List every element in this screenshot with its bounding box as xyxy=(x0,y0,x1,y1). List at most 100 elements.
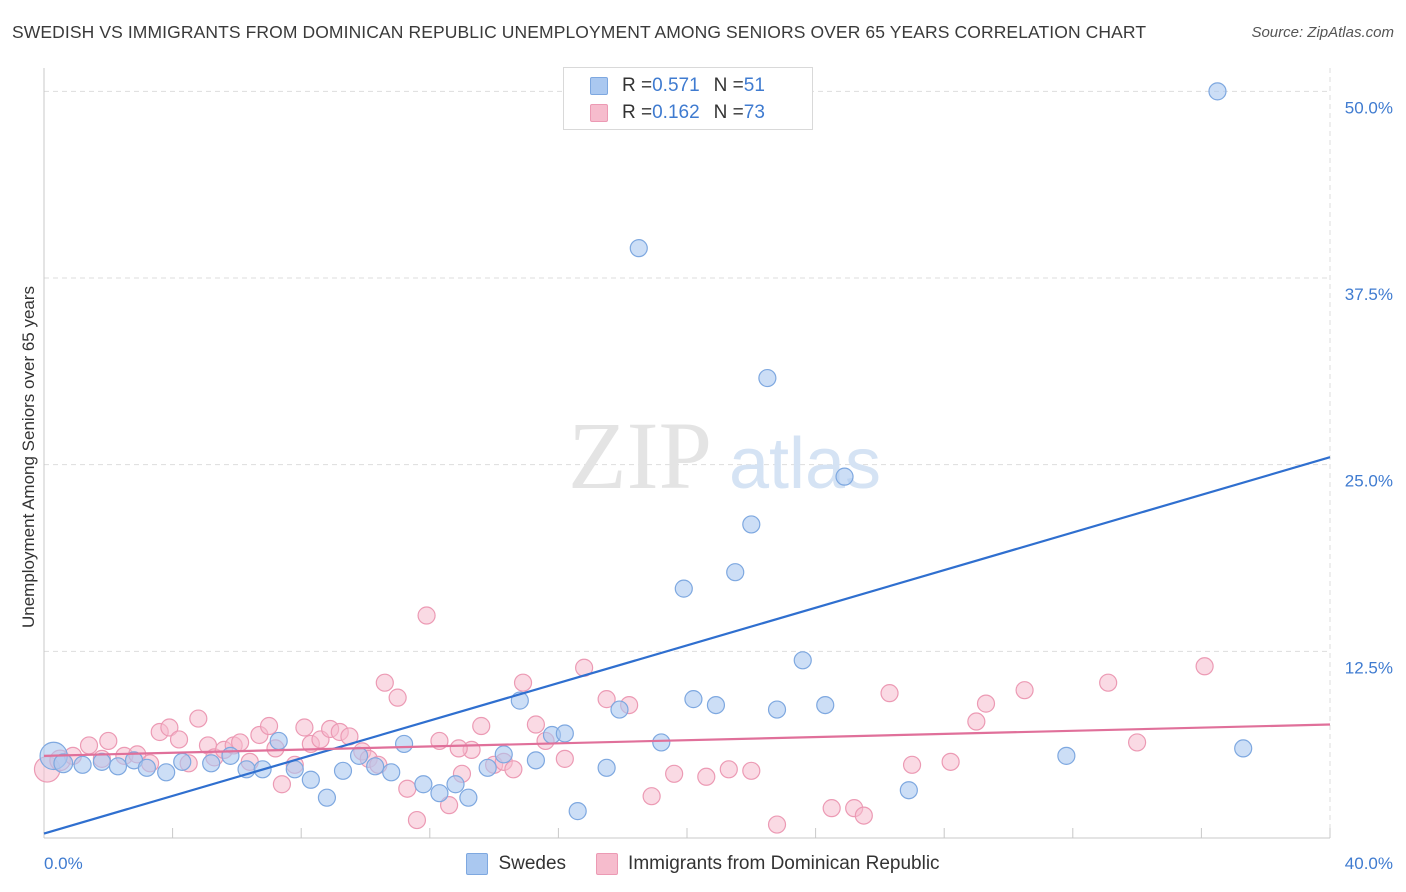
data-point-dominican xyxy=(417,606,436,625)
legend-swatch-swedes xyxy=(466,853,489,875)
data-point-swede xyxy=(652,733,671,752)
chart-title: SWEDISH VS IMMIGRANTS FROM DOMINICAN REP… xyxy=(12,22,1147,42)
data-point-dominican xyxy=(388,688,407,707)
data-point-dominican xyxy=(79,736,99,755)
series-dominican-points xyxy=(33,606,1214,834)
data-point-swede xyxy=(333,761,353,780)
data-point-swede xyxy=(478,758,497,777)
data-point-dominican xyxy=(513,673,533,692)
legend-r-label: R = xyxy=(622,102,653,123)
legend-n-label: N = xyxy=(713,102,744,123)
data-point-swede xyxy=(317,788,337,807)
x-tick-label: 40.0% xyxy=(1345,854,1393,873)
data-point-swede xyxy=(597,758,616,777)
data-point-swede xyxy=(414,775,433,794)
data-point-swede xyxy=(610,700,629,719)
data-point-dominican xyxy=(767,815,787,834)
data-point-dominican xyxy=(1099,673,1118,692)
data-point-swede xyxy=(137,758,156,777)
data-point-dominican xyxy=(272,775,292,794)
trendline-dominican xyxy=(43,723,1331,757)
data-point-dominican xyxy=(822,799,841,818)
legend-label-swedes: Swedes xyxy=(498,853,567,874)
y-tick-label: 50.0% xyxy=(1345,98,1393,117)
data-point-dominican xyxy=(407,810,427,830)
data-point-swede xyxy=(899,781,918,800)
data-point-swede xyxy=(629,239,648,258)
data-point-dominican xyxy=(902,755,922,774)
data-point-dominican xyxy=(99,731,118,751)
data-point-swede xyxy=(366,757,385,776)
data-point-swede xyxy=(382,763,401,782)
data-point-swede xyxy=(53,753,74,774)
data-point-dominican xyxy=(742,761,761,780)
data-point-swede xyxy=(726,563,745,582)
data-point-dominican xyxy=(169,730,189,749)
data-point-dominican xyxy=(189,709,208,728)
data-point-dominican xyxy=(854,806,873,825)
data-point-swede xyxy=(1057,746,1076,765)
data-point-dominican xyxy=(1195,657,1214,676)
data-point-dominican xyxy=(967,712,986,731)
data-point-dominican xyxy=(642,787,661,806)
data-point-swede xyxy=(706,695,726,715)
data-point-swede xyxy=(767,700,787,719)
data-point-swede xyxy=(394,734,414,754)
data-point-swede xyxy=(459,788,478,807)
data-point-swede xyxy=(526,751,545,770)
data-point-swede xyxy=(793,651,812,670)
data-point-dominican xyxy=(941,752,960,771)
data-point-swede xyxy=(157,763,176,782)
data-point-swede xyxy=(758,368,777,388)
data-point-swede xyxy=(446,775,465,794)
series-swedes-points xyxy=(39,82,1253,821)
data-point-dominican xyxy=(526,715,545,734)
data-point-swede xyxy=(1234,739,1253,758)
data-point-swede xyxy=(742,515,761,534)
legend-n-label: N = xyxy=(713,75,744,96)
y-tick-label: 37.5% xyxy=(1345,285,1393,304)
data-point-dominican xyxy=(719,760,738,779)
data-point-swede xyxy=(285,760,304,779)
data-point-swede xyxy=(816,695,835,715)
source-label: Source: ZipAtlas.com xyxy=(1251,24,1394,41)
data-point-swede xyxy=(73,755,92,774)
data-point-swede xyxy=(674,579,693,598)
legend-r-value: 0.162 xyxy=(652,102,700,123)
legend-item-swedes: Swedes xyxy=(466,853,566,875)
data-point-dominican xyxy=(697,767,716,786)
data-point-swede xyxy=(430,784,449,803)
data-point-swede xyxy=(269,731,288,751)
data-point-dominican xyxy=(1015,681,1034,700)
data-point-dominican xyxy=(665,764,684,783)
data-point-dominican xyxy=(375,673,394,692)
legend-r-value: 0.571 xyxy=(652,75,700,96)
legend-row-dominican: R = 0.162 N = 73 xyxy=(590,101,765,125)
data-point-swede xyxy=(568,802,587,821)
data-point-swede xyxy=(835,467,854,486)
data-point-swede xyxy=(349,746,369,765)
x-tick-label: 0.0% xyxy=(44,854,83,873)
legend-r-label: R = xyxy=(622,75,653,96)
data-point-swede xyxy=(684,690,703,709)
y-tick-label: 12.5% xyxy=(1345,658,1393,677)
trendline-swedes xyxy=(43,456,1331,835)
data-point-swede xyxy=(555,724,574,743)
tick-labels: 12.5% 25.0% 37.5% 50.0% 0.0% 40.0% xyxy=(44,98,1393,873)
data-point-swede xyxy=(92,752,111,771)
correlation-legend: R = 0.571 N = 51 R = 0.162 N = 73 xyxy=(563,67,813,130)
data-point-dominican xyxy=(259,716,279,736)
data-point-dominican xyxy=(449,739,468,758)
legend-row-swedes: R = 0.571 N = 51 xyxy=(590,74,765,98)
legend-n-value: 51 xyxy=(743,75,765,96)
data-point-dominican xyxy=(439,796,459,815)
data-point-swede xyxy=(494,745,513,764)
legend-swatch-swedes xyxy=(590,77,608,95)
data-point-dominican xyxy=(398,779,417,798)
axes xyxy=(43,68,1331,839)
series-legend: Swedes Immigrants from Dominican Republi… xyxy=(0,850,1406,878)
data-point-swede xyxy=(173,752,192,771)
data-point-dominican xyxy=(880,684,899,703)
data-point-swede xyxy=(221,746,240,765)
